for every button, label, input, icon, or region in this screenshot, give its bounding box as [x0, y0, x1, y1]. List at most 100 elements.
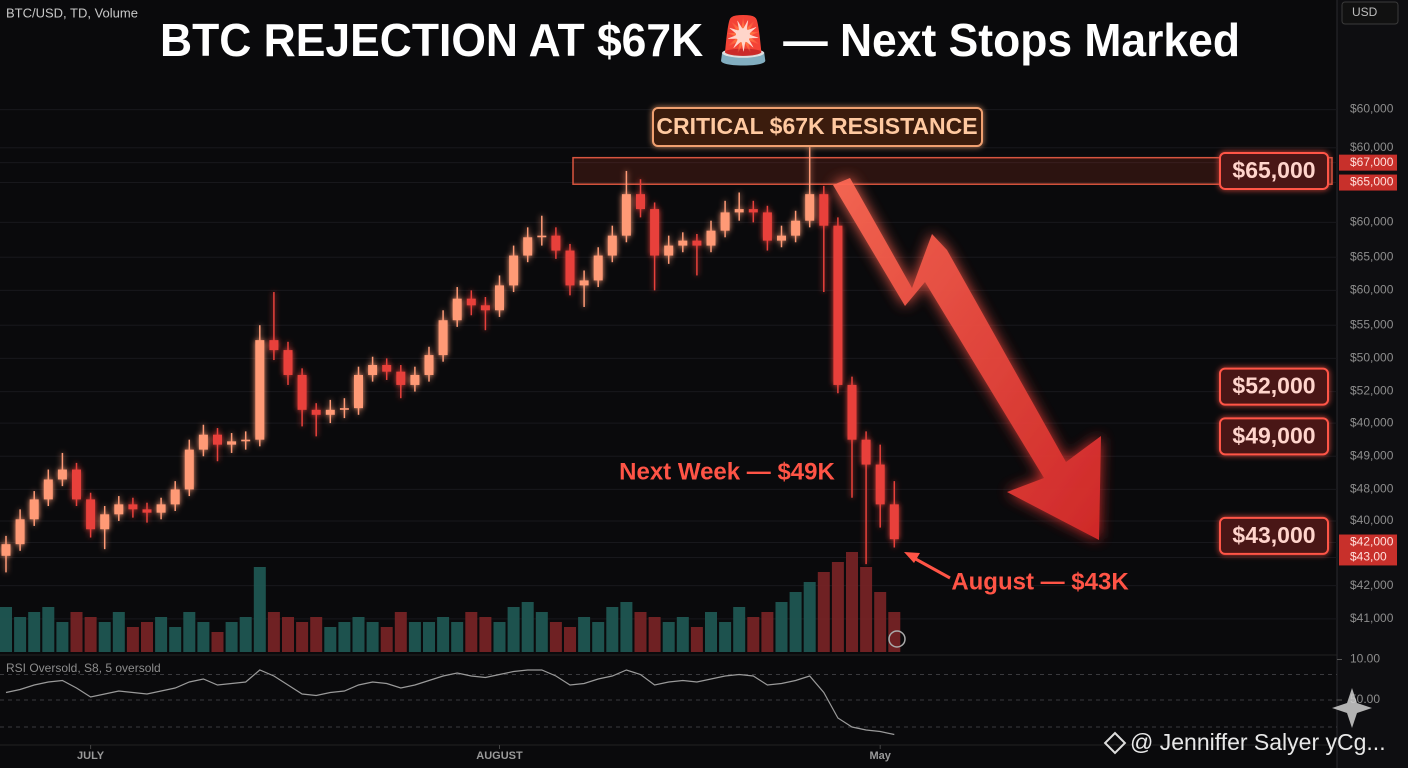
candle-body	[509, 255, 519, 286]
y-tick-label: $48,000	[1350, 482, 1394, 496]
replay-icon	[888, 630, 906, 648]
candle-body	[579, 280, 589, 286]
volume-bar	[634, 612, 647, 652]
price-tag	[1339, 174, 1397, 191]
watermark: @ Jenniffer Salyer yCg...	[1130, 729, 1386, 755]
candle-body	[678, 240, 688, 246]
volume-bar	[592, 622, 605, 652]
candle-body	[438, 320, 448, 356]
currency[interactable]: USD	[1352, 5, 1378, 19]
level-box	[1219, 516, 1329, 555]
candle-body	[184, 449, 194, 490]
candle-body	[396, 371, 406, 385]
volume-bar	[366, 622, 379, 652]
candle-body	[29, 499, 39, 520]
pointer-arrow	[911, 555, 951, 580]
candle-body	[15, 519, 25, 545]
y-tick-label: $40,000	[1350, 415, 1394, 429]
y-tick-label: $60,000	[1350, 283, 1394, 297]
time-axis: JULY AUGUST May	[77, 745, 892, 762]
pointer-arrow-head	[904, 552, 920, 563]
resistance-label-box	[652, 107, 983, 147]
candle-body	[424, 355, 434, 375]
candle-body	[889, 504, 899, 540]
candle-body	[636, 194, 645, 210]
volume-bar	[338, 622, 351, 652]
candle-body	[128, 504, 138, 510]
candle-body	[720, 212, 730, 231]
y-tick-label: $43,00	[1350, 550, 1387, 564]
y-tick-label: $60,000	[1350, 215, 1394, 229]
rsi-label: RSI Oversold, S8, 5 oversold	[6, 661, 161, 675]
candle-body	[621, 194, 631, 236]
volume-bar	[225, 622, 238, 652]
candle-body	[410, 374, 420, 385]
candle-body	[382, 365, 392, 372]
volume-bar	[14, 617, 27, 652]
volume-bar	[408, 622, 421, 652]
candle-body	[466, 298, 476, 306]
price-tag	[1339, 154, 1397, 171]
y-tick-label: $41,000	[1350, 611, 1394, 625]
volume-bar	[197, 622, 210, 652]
down-arrow	[833, 178, 1101, 540]
y-tick-label: $49,000	[1350, 448, 1394, 462]
level-label: $49,000	[1232, 422, 1315, 448]
chart-title: BTC REJECTION AT $67K 🚨 — Next Stops Mar…	[160, 14, 1240, 67]
candle-body	[325, 409, 335, 415]
candle-body	[523, 237, 533, 256]
volume-bar	[507, 607, 520, 652]
volume-bar	[394, 612, 407, 652]
resistance-label: CRITICAL $67K RESISTANCE	[656, 113, 977, 139]
price-tag	[1339, 549, 1397, 566]
level-box	[1219, 417, 1329, 456]
volume-bar	[451, 622, 464, 652]
x-tick-label: JULY	[77, 750, 105, 762]
candle-body	[368, 365, 378, 375]
candle-body	[819, 194, 829, 226]
volume-bar	[126, 627, 139, 652]
volume-bar	[705, 612, 717, 652]
candle-body	[198, 434, 208, 450]
candle-body	[847, 384, 857, 440]
volume-bar	[112, 612, 125, 652]
rsi-tick-label: 10.00	[1350, 652, 1380, 666]
price-axis-panel	[1337, 0, 1408, 768]
y-tick-label: $50,000	[1350, 351, 1394, 365]
volume-bar	[620, 602, 633, 652]
sparkle-icon	[1332, 688, 1372, 728]
volume-bar	[733, 607, 746, 652]
volume-bar	[719, 622, 732, 652]
candle-body	[791, 220, 801, 236]
volume-bar	[183, 612, 196, 652]
annotation: August — $43K	[951, 568, 1129, 595]
candle-body	[706, 230, 716, 246]
watermark-icon	[1103, 731, 1127, 755]
candle-body	[777, 235, 786, 241]
volume-bar	[98, 622, 111, 652]
volume-bar	[253, 567, 266, 652]
volume-bar	[70, 612, 83, 652]
volume-bar	[817, 572, 830, 652]
candle-body	[875, 464, 885, 505]
currency-box[interactable]	[1341, 1, 1399, 25]
volume-bar	[775, 602, 788, 652]
volume-bar	[465, 612, 478, 652]
candle-body	[480, 305, 490, 311]
candle-body	[213, 434, 222, 445]
candle-body	[297, 374, 307, 410]
volume-bar	[239, 617, 252, 652]
volume-bar	[211, 632, 224, 652]
candle-body	[241, 439, 251, 442]
price-axis: $60,000$60,000$67,000$65,000$60,000$65,0…	[1339, 102, 1397, 625]
volume-bar	[352, 617, 365, 652]
candle-body	[255, 340, 265, 440]
candle-body	[1, 544, 11, 556]
candle-body	[142, 509, 152, 513]
level-box	[1219, 151, 1329, 190]
volume-bar	[606, 607, 619, 652]
volume-bar	[423, 622, 435, 652]
volume-bar	[803, 582, 816, 652]
candle-body	[593, 255, 603, 281]
candle-body	[311, 409, 321, 415]
